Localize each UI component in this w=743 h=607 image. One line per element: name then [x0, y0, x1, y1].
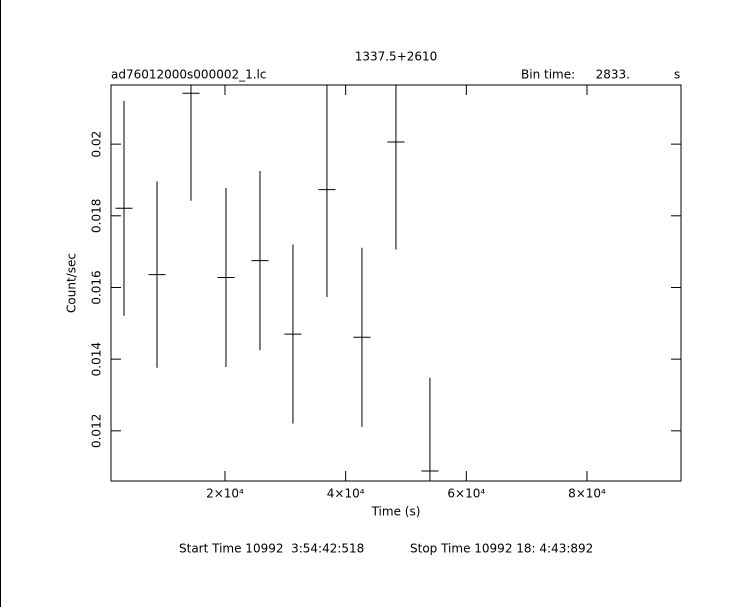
chart-title: 1337.5+2610	[355, 50, 438, 64]
file-name: ad76012000s000002_1.lc	[111, 68, 267, 82]
x-tick-label: 6×10⁴	[447, 487, 485, 501]
x-axis-label: Time (s)	[371, 505, 421, 519]
x-tick-label: 2×10⁴	[206, 487, 244, 501]
y-tick-label: 0.012	[90, 414, 104, 448]
bin-time-label: Bin time:	[521, 68, 575, 82]
x-tick-label: 4×10⁴	[327, 487, 365, 501]
y-axis-label: Count/sec	[65, 253, 79, 313]
footer-stop: Stop Time 10992 18: 4:43:892	[410, 542, 593, 556]
bin-time-unit: s	[674, 68, 680, 82]
y-tick-label: 0.014	[90, 342, 104, 376]
y-tick-label: 0.02	[90, 131, 104, 158]
y-tick-label: 0.016	[90, 270, 104, 304]
bin-time: 2833.	[596, 68, 630, 82]
x-tick-label: 8×10⁴	[568, 487, 606, 501]
y-tick-label: 0.018	[90, 199, 104, 233]
footer-start: Start Time 10992 3:54:42:518	[179, 542, 364, 556]
